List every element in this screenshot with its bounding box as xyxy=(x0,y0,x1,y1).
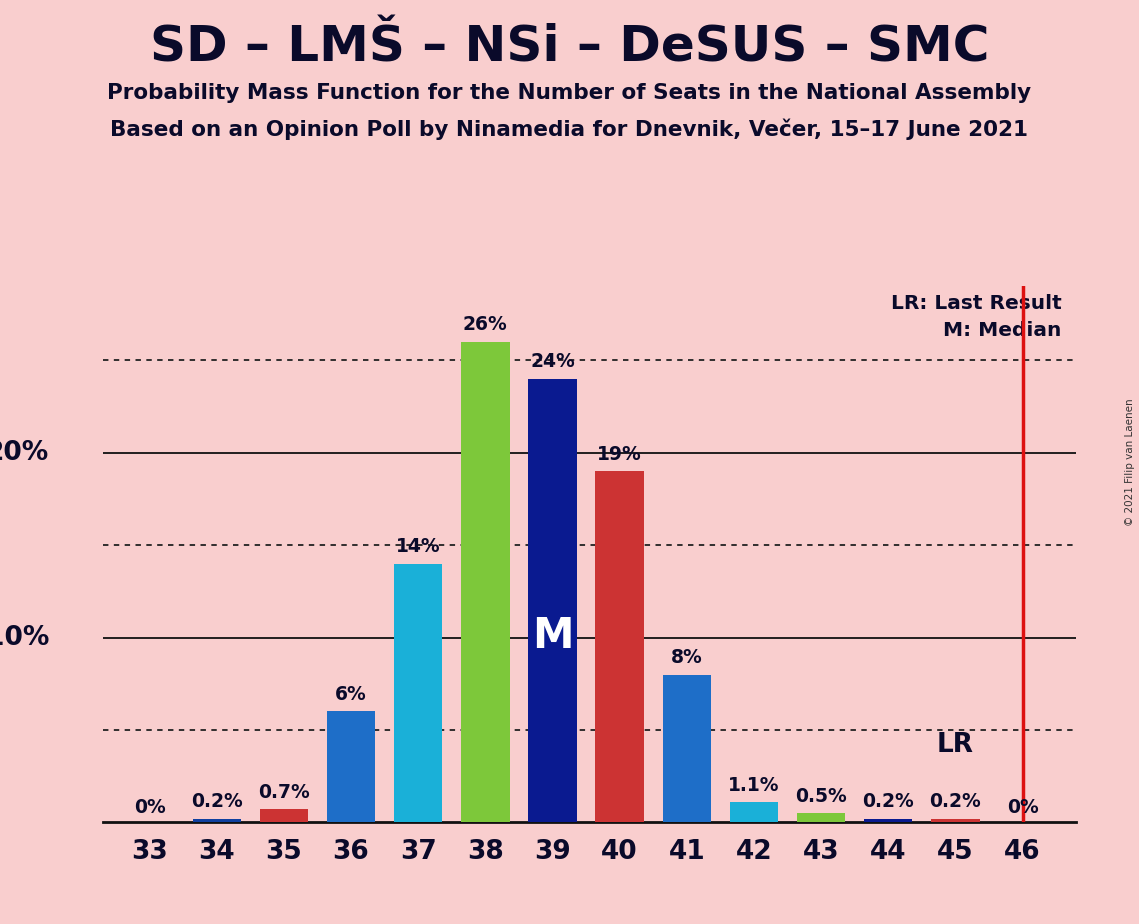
Bar xyxy=(461,342,509,822)
Text: SD – LMŠ – NSi – DeSUS – SMC: SD – LMŠ – NSi – DeSUS – SMC xyxy=(149,23,990,71)
Text: 26%: 26% xyxy=(462,315,508,334)
Bar xyxy=(932,819,980,822)
Text: 0.2%: 0.2% xyxy=(191,792,243,811)
Text: 10%: 10% xyxy=(0,625,49,650)
Bar xyxy=(797,813,845,822)
Text: 1.1%: 1.1% xyxy=(728,775,780,795)
Text: Probability Mass Function for the Number of Seats in the National Assembly: Probability Mass Function for the Number… xyxy=(107,83,1032,103)
Text: © 2021 Filip van Laenen: © 2021 Filip van Laenen xyxy=(1125,398,1134,526)
Text: 0%: 0% xyxy=(1007,797,1039,817)
Text: 0.2%: 0.2% xyxy=(862,792,915,811)
Bar xyxy=(192,819,240,822)
Text: Based on an Opinion Poll by Ninamedia for Dnevnik, Večer, 15–17 June 2021: Based on an Opinion Poll by Ninamedia fo… xyxy=(110,118,1029,140)
Text: LR: LR xyxy=(937,732,974,758)
Text: 0%: 0% xyxy=(133,797,165,817)
Text: 0.2%: 0.2% xyxy=(929,792,982,811)
Bar xyxy=(730,802,778,822)
Bar xyxy=(394,564,442,822)
Text: 0.7%: 0.7% xyxy=(257,783,310,802)
Bar xyxy=(663,675,711,822)
Text: 0.5%: 0.5% xyxy=(795,786,847,806)
Text: 6%: 6% xyxy=(335,685,367,704)
Text: LR: Last Result: LR: Last Result xyxy=(891,295,1062,313)
Bar xyxy=(865,819,912,822)
Text: 8%: 8% xyxy=(671,648,703,667)
Bar xyxy=(327,711,375,822)
Bar xyxy=(596,471,644,822)
Text: 14%: 14% xyxy=(396,537,441,556)
Text: 19%: 19% xyxy=(597,444,642,464)
Text: 20%: 20% xyxy=(0,440,49,466)
Text: M: Median: M: Median xyxy=(943,322,1062,340)
Bar xyxy=(528,379,576,822)
Text: M: M xyxy=(532,615,573,657)
Bar xyxy=(260,809,308,822)
Text: 24%: 24% xyxy=(530,352,575,371)
